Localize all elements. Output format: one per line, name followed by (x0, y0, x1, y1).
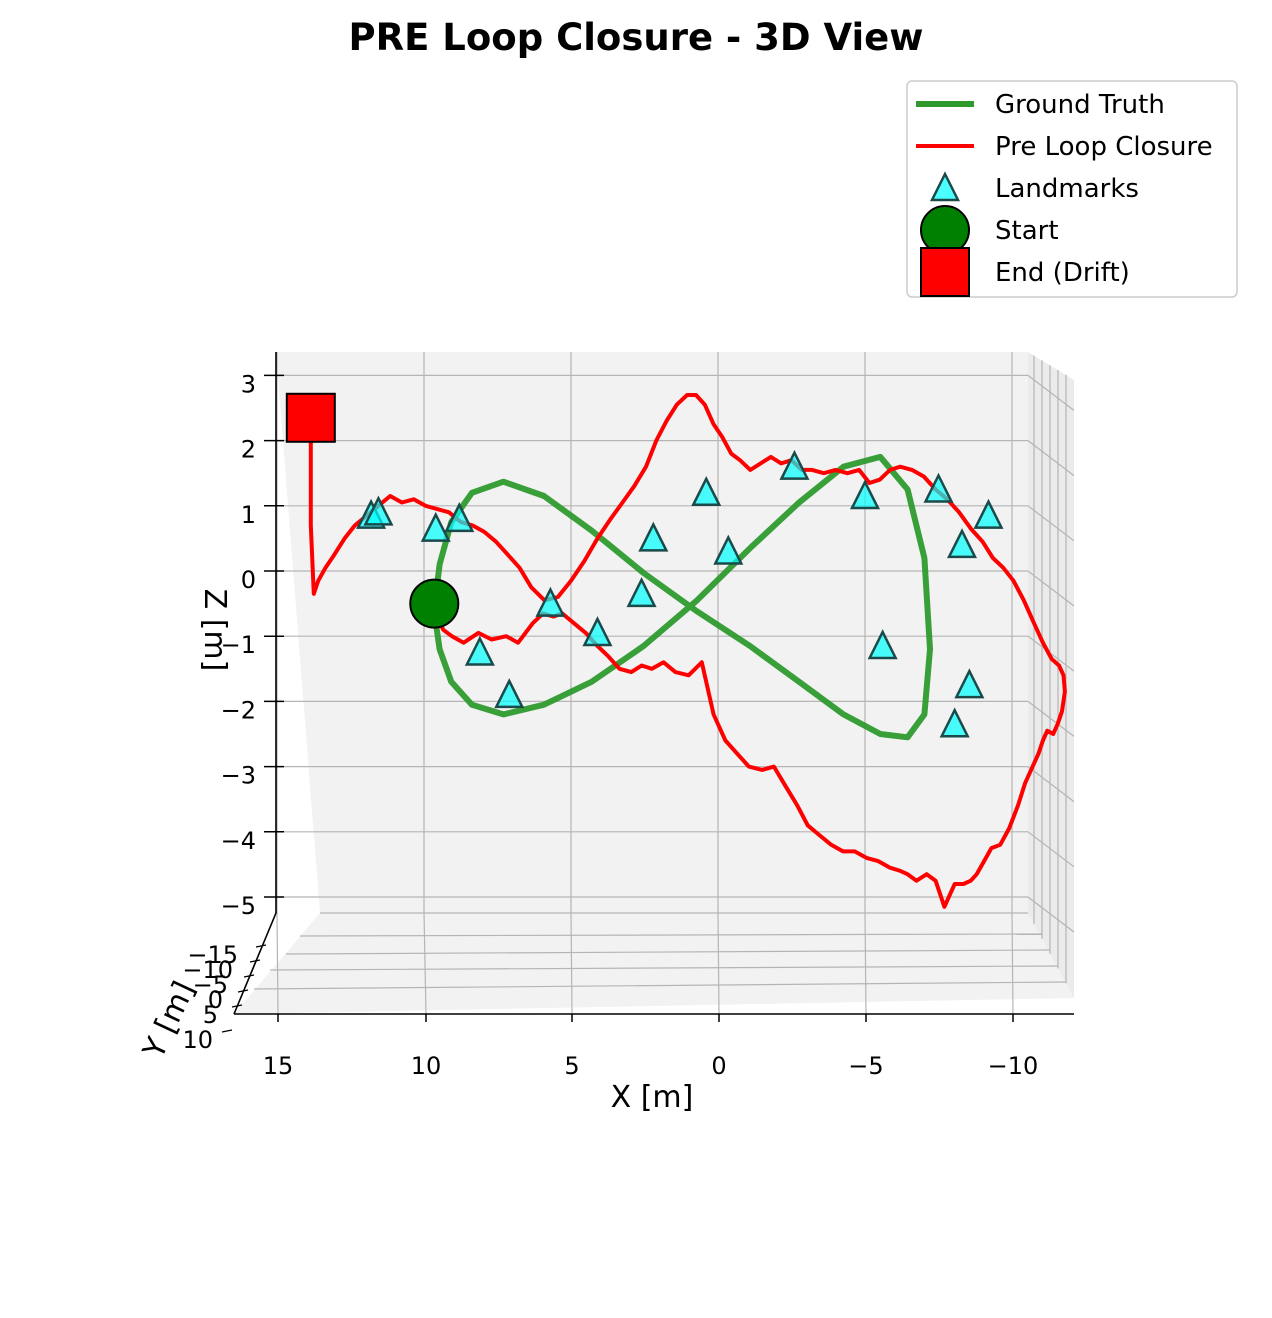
landmark-marker (939, 707, 970, 738)
z-axis-ticks: 3 2 1 0 −1 −2 −3 −4 −5 (221, 370, 284, 920)
landmark-marker (582, 616, 613, 647)
y-tick-label: 0 (208, 986, 223, 1014)
grid-x-floor (276, 912, 279, 1015)
z-tick-label: 1 (241, 501, 256, 529)
floor-pane (234, 913, 1074, 1014)
landmark-marker (638, 521, 669, 552)
y-tick-label: 10 (182, 1026, 213, 1054)
grid-y-floor (253, 981, 1067, 990)
z-tick-label: −1 (221, 631, 256, 659)
y-tick-label: −15 (187, 941, 238, 969)
grid-y-floor (299, 933, 1043, 937)
x-axis-ticks: 15 10 5 0 −5 −10 (263, 1014, 1039, 1080)
grid-lines (253, 352, 1075, 1015)
legend: Ground Truth Pre Loop Closure Landmarks Sta… (906, 80, 1238, 298)
legend-label: Pre Loop Closure (995, 132, 1213, 162)
y-tick-mark (231, 1004, 243, 1008)
landmark-marker (420, 511, 451, 542)
z-tick-label: −3 (221, 762, 256, 790)
x-tick-label: −10 (988, 1052, 1039, 1080)
z-tick-label: 0 (241, 566, 256, 594)
landmark-marker (923, 472, 954, 503)
landmark-marker (713, 534, 744, 565)
z-tick-label: 2 (241, 436, 256, 464)
z-tick-label: −2 (221, 696, 256, 724)
legend-swatch-square (920, 247, 970, 297)
x-tick-label: 15 (263, 1052, 294, 1080)
landmark-marker (494, 678, 525, 709)
legend-label: End (Drift) (995, 258, 1130, 288)
y-tick-label: −5 (193, 971, 228, 999)
landmark-marker (691, 475, 722, 507)
back-pane (276, 352, 1028, 913)
landmark-marker (954, 668, 985, 699)
start-marker (409, 578, 460, 629)
y-tick-mark (221, 1029, 233, 1033)
end-marker (285, 392, 336, 443)
z-tick-label: −5 (221, 892, 256, 920)
landmarks-layer (356, 449, 1004, 738)
y-tick-label: −10 (182, 956, 233, 984)
landmark-marker (535, 586, 566, 617)
landmark-marker (973, 498, 1004, 529)
grid-x-floor (717, 912, 720, 1015)
series-layer (308, 393, 1067, 909)
z-tick-label: −4 (221, 827, 256, 855)
grid-y-floor (269, 965, 1059, 971)
legend-swatch-circle (920, 205, 970, 255)
landmark-marker (779, 449, 810, 480)
landmark-marker (867, 629, 898, 660)
landmark-marker (464, 635, 495, 666)
landmark-marker (946, 528, 978, 559)
legend-label: Ground Truth (995, 90, 1165, 120)
landmark-marker (626, 577, 657, 608)
grid-y-floor (285, 949, 1051, 955)
y-tick-mark (255, 944, 267, 948)
x-tick-label: −5 (848, 1052, 883, 1080)
x-tick-label: 10 (411, 1052, 442, 1080)
axis-lines (233, 352, 1074, 1015)
ground-truth-line (431, 453, 933, 741)
start-end-markers (285, 392, 460, 629)
z-axis-label: Z [m] (197, 589, 232, 672)
x-tick-label: 5 (564, 1052, 579, 1080)
x-tick-label: 0 (711, 1052, 726, 1080)
landmark-marker (849, 479, 881, 510)
legend-label: Start (995, 216, 1059, 246)
right-pane (1028, 352, 1074, 998)
grid-x-floor (864, 912, 867, 1015)
legend-box (906, 80, 1238, 298)
axes-panes (234, 352, 1074, 1014)
landmark-marker (444, 502, 475, 533)
y-tick-mark (249, 959, 261, 963)
grid-x-floor (423, 912, 427, 1015)
y-tick-mark (243, 974, 255, 978)
y-tick-label: 5 (203, 1001, 218, 1029)
grid-x-floor (570, 912, 573, 1015)
legend-label: Landmarks (995, 174, 1139, 204)
pre-loop-closure-line (308, 393, 1067, 909)
y-tick-mark (237, 989, 249, 993)
z-tick-label: 3 (241, 370, 256, 398)
grid-x-floor (1011, 912, 1014, 1015)
landmark-marker (363, 495, 394, 526)
chart-title: PRE Loop Closure - 3D View (349, 16, 924, 59)
x-axis-label: X [m] (611, 1080, 694, 1115)
legend-swatch-triangle (929, 171, 961, 202)
